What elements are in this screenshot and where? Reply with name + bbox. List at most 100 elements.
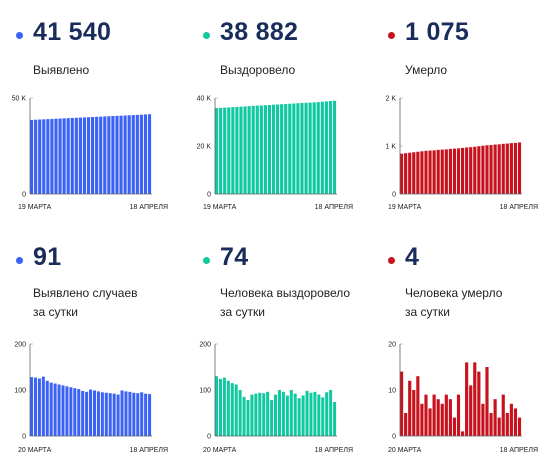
stat-label-line1: Человека умерло [405, 286, 503, 300]
bar [497, 417, 501, 436]
chart-detected-daily: 0 100 200 20 МАРТА 18 АПРЕЛЯ [14, 342, 168, 455]
y-tick-label: 0 [207, 192, 211, 199]
bar [461, 147, 465, 194]
chart-detected-total: 0 50 K 19 МАРТА 18 АПРЕЛЯ [12, 96, 168, 212]
bar [288, 103, 292, 194]
bar [316, 102, 320, 194]
bar [254, 393, 258, 436]
bar [104, 392, 108, 436]
bar [255, 105, 259, 194]
bar [140, 392, 144, 436]
bar [332, 100, 337, 194]
bar [99, 116, 103, 194]
bar [33, 377, 37, 436]
bar [112, 393, 116, 436]
chart-deaths-daily: 0 10 20 20 МАРТА 18 АПРЕЛЯ [388, 342, 538, 455]
bar [324, 101, 328, 194]
bar [312, 102, 316, 194]
bar [276, 104, 280, 194]
stat-label-line2: за сутки [33, 305, 78, 319]
bar [300, 103, 304, 194]
bar [289, 390, 293, 436]
chart-deaths-total: 0 1 K 2 K 19 МАРТА 18 АПРЕЛЯ [385, 96, 538, 212]
y-tick-label: 100 [199, 388, 211, 395]
bar [49, 382, 53, 436]
y-tick-label: 40 K [197, 96, 212, 103]
x-tick-label: 18 АПРЕЛЯ [130, 447, 168, 454]
bar [432, 150, 436, 194]
series-dot [203, 257, 210, 264]
bar [144, 393, 148, 436]
bar [143, 114, 148, 194]
bar [448, 148, 452, 194]
bar [247, 106, 251, 194]
bar [469, 385, 473, 436]
bar [305, 390, 309, 436]
bar [509, 403, 513, 436]
bar [456, 148, 461, 194]
stat-label-line2: за сутки [220, 305, 265, 319]
bar [444, 394, 448, 436]
bar [231, 107, 235, 194]
bar [92, 390, 97, 436]
bar [85, 391, 89, 436]
bar [277, 390, 282, 436]
bar [45, 380, 49, 436]
bar [285, 395, 289, 436]
y-tick-label: 20 K [197, 144, 212, 151]
y-tick-label: 1 K [385, 144, 396, 151]
chart-recovered-daily: 0 100 200 20 МАРТА 18 АПРЕЛЯ [199, 342, 353, 455]
bar [293, 393, 297, 436]
bar [296, 103, 300, 194]
bar [267, 104, 272, 194]
bar [262, 393, 266, 436]
bar [513, 142, 518, 194]
y-tick-label: 20 [388, 342, 396, 349]
bar [412, 390, 416, 436]
bar [465, 362, 469, 436]
bar [517, 142, 522, 194]
bar [227, 107, 231, 194]
bar [266, 391, 270, 436]
stat-label-line2: за сутки [405, 305, 450, 319]
bar [404, 413, 408, 436]
bar [408, 380, 412, 436]
bar [258, 392, 262, 436]
bar [123, 115, 127, 194]
bar [465, 147, 469, 194]
bar [452, 417, 457, 436]
bar [82, 117, 87, 194]
x-tick-label: 18 АПРЕЛЯ [130, 204, 168, 211]
bar [517, 417, 522, 436]
bar [250, 394, 254, 436]
x-tick-label: 18 АПРЕЛЯ [315, 204, 353, 211]
bar [461, 431, 465, 436]
bar [57, 384, 61, 436]
bar [37, 378, 41, 436]
bar [223, 107, 227, 194]
bar [30, 377, 34, 436]
bar [477, 371, 481, 436]
bar [66, 118, 70, 194]
bar [440, 403, 444, 436]
bar [148, 394, 152, 436]
series-dot [388, 257, 395, 264]
bar [215, 108, 219, 194]
y-tick-label: 2 K [385, 96, 396, 103]
bar [436, 399, 440, 436]
series-dot [203, 32, 210, 39]
bar [242, 396, 246, 436]
bar [493, 144, 497, 194]
bar [131, 115, 135, 194]
bar [505, 143, 509, 194]
bar [481, 403, 485, 436]
bar [53, 383, 57, 436]
bar [509, 143, 513, 194]
x-tick-label: 18 АПРЕЛЯ [500, 204, 538, 211]
stat-value: 41 540 [33, 18, 112, 46]
bar [50, 118, 54, 194]
y-tick-label: 0 [392, 434, 396, 441]
bar [108, 393, 112, 436]
y-tick-label: 50 K [12, 96, 27, 103]
stat-value: 1 075 [405, 18, 470, 46]
